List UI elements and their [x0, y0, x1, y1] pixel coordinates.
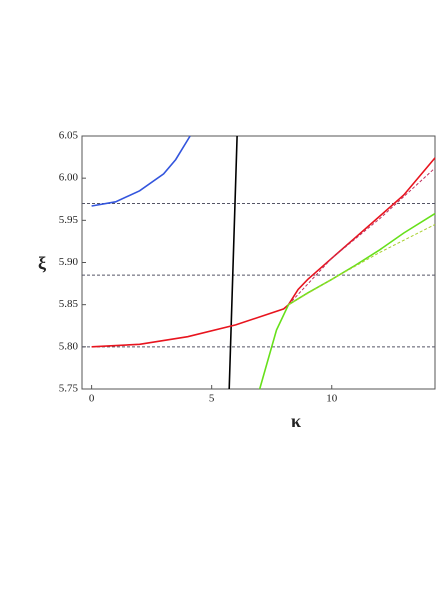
- curve: [91, 135, 191, 207]
- x-tick-label: 0: [89, 393, 95, 405]
- curve: [288, 167, 436, 306]
- curve: [228, 135, 238, 390]
- y-tick-label: 6.05: [59, 130, 79, 142]
- y-axis-label: ξ: [38, 253, 46, 274]
- x-axis-label: κ: [291, 411, 301, 431]
- curve: [288, 224, 436, 306]
- y-tick-label: 5.90: [59, 256, 79, 268]
- curve: [258, 212, 436, 390]
- y-tick-label: 5.75: [59, 383, 79, 395]
- x-tick-label: 10: [326, 393, 338, 405]
- y-tick-label: 6.00: [59, 172, 79, 184]
- y-tick-label: 5.95: [59, 214, 79, 226]
- plot-frame: [81, 135, 436, 390]
- y-tick-label: 5.85: [59, 298, 79, 310]
- y-tick-label: 5.80: [59, 340, 79, 352]
- curve: [91, 157, 436, 348]
- x-tick-label: 5: [209, 393, 215, 405]
